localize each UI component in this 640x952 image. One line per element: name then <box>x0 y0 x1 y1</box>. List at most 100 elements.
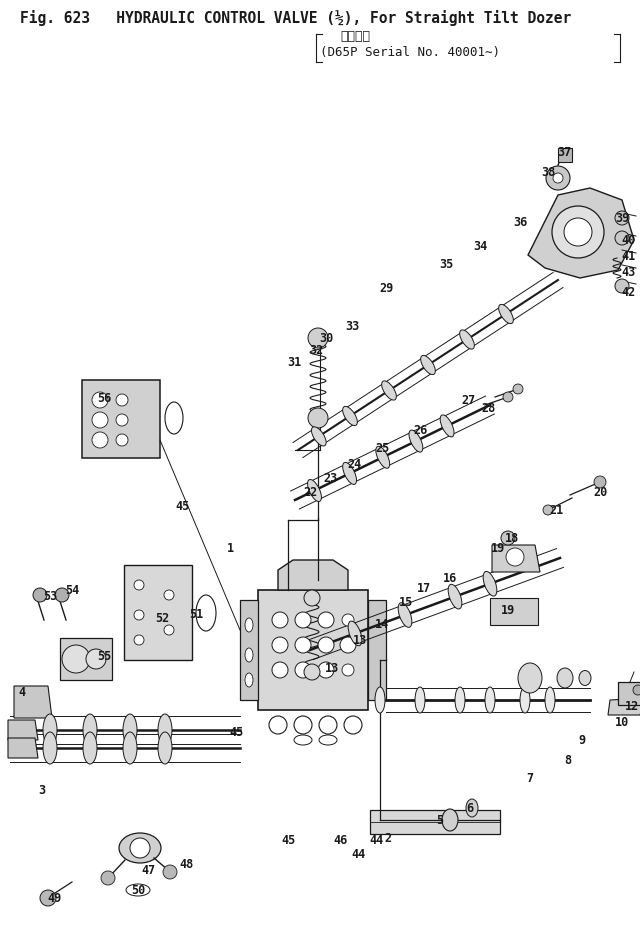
Text: 51: 51 <box>189 607 203 621</box>
Text: 54: 54 <box>65 584 79 597</box>
Circle shape <box>62 645 90 673</box>
Text: 50: 50 <box>131 883 145 897</box>
Ellipse shape <box>158 714 172 746</box>
Text: 2: 2 <box>385 831 392 844</box>
Polygon shape <box>368 600 386 700</box>
Ellipse shape <box>518 663 542 693</box>
Circle shape <box>134 580 144 590</box>
Circle shape <box>318 662 334 678</box>
Ellipse shape <box>348 621 362 645</box>
Circle shape <box>164 590 174 600</box>
Text: 35: 35 <box>439 257 453 270</box>
Text: 5: 5 <box>436 814 444 826</box>
Ellipse shape <box>409 430 423 452</box>
Ellipse shape <box>455 687 465 713</box>
Text: 46: 46 <box>333 834 347 846</box>
Circle shape <box>294 716 312 734</box>
Circle shape <box>130 838 150 858</box>
Text: 44: 44 <box>351 848 365 862</box>
Ellipse shape <box>342 463 356 485</box>
Circle shape <box>295 637 311 653</box>
Text: 3: 3 <box>38 783 45 797</box>
Circle shape <box>594 476 606 488</box>
Circle shape <box>344 716 362 734</box>
Ellipse shape <box>83 732 97 764</box>
Polygon shape <box>608 698 640 715</box>
Circle shape <box>552 206 604 258</box>
Ellipse shape <box>545 687 555 713</box>
Text: 19: 19 <box>491 542 505 554</box>
Ellipse shape <box>376 446 390 468</box>
Ellipse shape <box>442 809 458 831</box>
Polygon shape <box>8 720 38 740</box>
Text: 29: 29 <box>379 282 393 294</box>
Ellipse shape <box>485 687 495 713</box>
Ellipse shape <box>123 714 137 746</box>
Circle shape <box>564 218 592 246</box>
Ellipse shape <box>312 426 326 446</box>
Circle shape <box>92 412 108 428</box>
Circle shape <box>163 865 177 879</box>
Circle shape <box>55 588 69 602</box>
Text: 19: 19 <box>501 604 515 617</box>
Circle shape <box>304 664 320 680</box>
Text: 1: 1 <box>227 542 234 554</box>
Ellipse shape <box>557 668 573 688</box>
Circle shape <box>615 211 629 225</box>
Text: 49: 49 <box>47 891 61 904</box>
Text: 52: 52 <box>155 611 169 625</box>
Text: 41: 41 <box>621 249 635 263</box>
Text: 12: 12 <box>625 700 639 712</box>
Text: 40: 40 <box>621 233 635 247</box>
Text: 37: 37 <box>557 146 571 158</box>
Text: 24: 24 <box>347 458 361 470</box>
Text: 22: 22 <box>303 486 317 499</box>
Circle shape <box>134 635 144 645</box>
Circle shape <box>295 662 311 678</box>
Text: 26: 26 <box>413 424 427 437</box>
Polygon shape <box>8 738 38 758</box>
Circle shape <box>33 588 47 602</box>
Polygon shape <box>14 686 52 718</box>
Ellipse shape <box>398 603 412 627</box>
Circle shape <box>101 871 115 885</box>
Circle shape <box>92 432 108 448</box>
Text: 13: 13 <box>353 633 367 646</box>
Circle shape <box>304 590 320 606</box>
Ellipse shape <box>294 735 312 745</box>
Ellipse shape <box>308 480 321 502</box>
Ellipse shape <box>520 687 530 713</box>
Circle shape <box>342 664 354 676</box>
Text: 30: 30 <box>319 331 333 345</box>
Circle shape <box>318 637 334 653</box>
Polygon shape <box>60 638 112 680</box>
Ellipse shape <box>245 618 253 632</box>
Text: 27: 27 <box>461 393 475 407</box>
Polygon shape <box>370 810 500 834</box>
Ellipse shape <box>245 648 253 662</box>
Text: 17: 17 <box>417 582 431 594</box>
Circle shape <box>506 548 524 566</box>
Circle shape <box>308 408 328 428</box>
Text: 31: 31 <box>287 355 301 368</box>
Circle shape <box>553 173 563 183</box>
Circle shape <box>116 394 128 406</box>
Circle shape <box>134 610 144 620</box>
Text: 14: 14 <box>375 618 389 630</box>
Text: 適用号機: 適用号機 <box>340 30 370 43</box>
Circle shape <box>318 612 334 628</box>
Polygon shape <box>618 682 640 705</box>
Ellipse shape <box>165 402 183 434</box>
Circle shape <box>543 505 553 515</box>
Ellipse shape <box>448 585 462 609</box>
Circle shape <box>342 614 354 626</box>
Circle shape <box>319 716 337 734</box>
Text: 47: 47 <box>141 863 155 877</box>
Text: 34: 34 <box>473 240 487 252</box>
Polygon shape <box>492 545 540 572</box>
Polygon shape <box>82 380 160 458</box>
Ellipse shape <box>460 330 474 349</box>
Text: 23: 23 <box>323 471 337 485</box>
Text: 9: 9 <box>579 733 586 746</box>
Text: 48: 48 <box>179 858 193 870</box>
